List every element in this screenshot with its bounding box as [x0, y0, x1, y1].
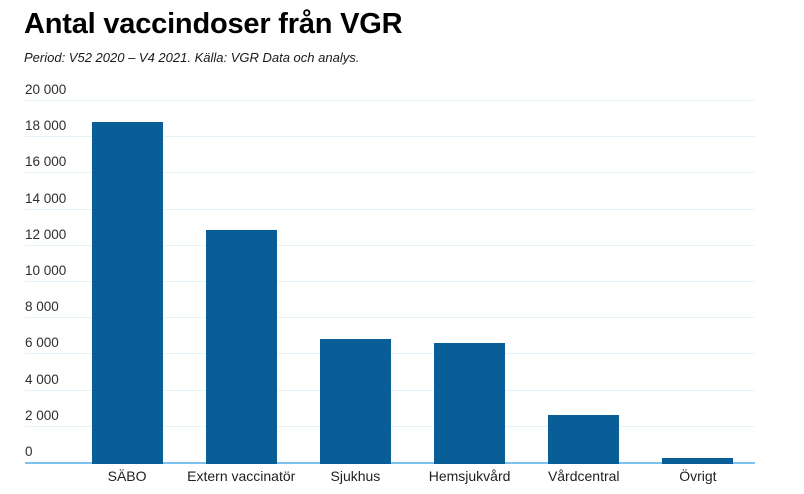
y-tick-label: 2 000 — [25, 407, 59, 423]
y-tick-label: 20 000 — [25, 82, 67, 97]
gridline — [25, 317, 755, 319]
gridline — [25, 244, 755, 246]
gridline — [25, 100, 755, 101]
bar-sjukhus — [319, 338, 391, 464]
category-label: SÄBO — [107, 468, 147, 484]
category-label: Övrigt — [679, 468, 717, 484]
y-tick-label: 0 — [25, 444, 33, 459]
bar-extern-vaccinat-r — [205, 230, 277, 464]
bar-s-bo — [91, 121, 163, 464]
gridline — [25, 281, 755, 282]
gridline — [25, 172, 755, 174]
category-label: Hemsjukvård — [428, 468, 511, 484]
bar-v-rdcentral — [548, 414, 620, 464]
chart-subtitle: Period: V52 2020 – V4 2021. Källa: VGR D… — [24, 50, 360, 65]
gridline — [25, 136, 755, 138]
y-tick-label: 4 000 — [25, 371, 59, 387]
bar--vrigt — [662, 458, 734, 464]
y-tick-label: 14 000 — [25, 190, 67, 206]
bar-hemsjukv-rd — [434, 342, 506, 464]
category-label: Extern vaccinatör — [187, 468, 296, 484]
category-label: Vårdcentral — [547, 468, 620, 484]
gridline — [25, 208, 755, 210]
y-tick-label: 16 000 — [25, 154, 67, 170]
y-tick-label: 10 000 — [25, 263, 67, 278]
y-tick-label: 12 000 — [25, 226, 67, 242]
y-tick-label: 8 000 — [25, 299, 59, 315]
y-tick-label: 6 000 — [25, 335, 59, 351]
y-tick-label: 18 000 — [25, 118, 67, 134]
chart-title: Antal vaccindoser från VGR — [24, 8, 403, 40]
category-label: Sjukhus — [330, 468, 381, 484]
